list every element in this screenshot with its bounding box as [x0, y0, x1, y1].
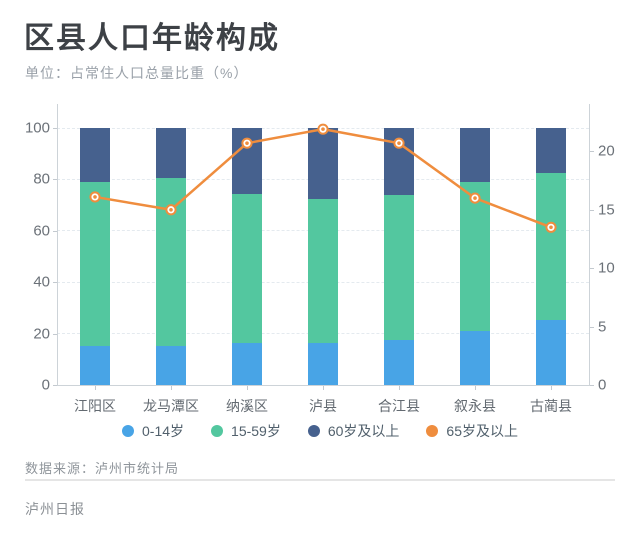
- legend-dot-icon: [426, 425, 439, 437]
- bar-segment-0-14岁: [156, 345, 186, 385]
- x-axis-tick-mark: [323, 386, 324, 390]
- y-axis-right-tick-label: 0: [598, 376, 607, 394]
- bar-segment-15-59岁: [536, 173, 566, 320]
- y-axis-right-tick-mark: [590, 268, 594, 270]
- chart-legend: 0-14岁 15-59岁 60岁及以上 65岁及以上: [0, 420, 640, 442]
- legend-label: 15-59岁: [231, 423, 281, 439]
- y-axis-left-tick-mark: [53, 179, 57, 181]
- bar-segment-60岁及以上: [156, 128, 186, 179]
- legend-label: 60岁及以上: [327, 423, 400, 439]
- bar-segment-0-14岁: [536, 319, 566, 385]
- x-axis-tick-mark: [95, 386, 96, 390]
- legend-item-60岁及以上[interactable]: 60岁及以上: [307, 421, 400, 441]
- y-axis-right-tick-label: 15: [598, 201, 615, 219]
- y-axis-right-tick-label: 5: [598, 318, 607, 336]
- legend-item-0-14岁[interactable]: 0-14岁: [122, 421, 184, 441]
- y-axis-left-tick-label: 60: [33, 222, 50, 240]
- legend-item-65岁及以上[interactable]: 65岁及以上: [426, 421, 518, 441]
- x-axis-category-label: 叙永县: [454, 398, 496, 414]
- bar-segment-15-59岁: [232, 194, 262, 343]
- bar-segment-60岁及以上: [232, 128, 262, 195]
- bar-segment-15-59岁: [308, 198, 338, 344]
- bar-segment-0-14岁: [460, 331, 490, 385]
- y-axis-left-tick-mark: [53, 128, 57, 129]
- x-axis-category-label: 江阳区: [74, 398, 116, 414]
- data-source-note: 数据来源：泸州市统计局: [25, 461, 180, 476]
- bar-segment-60岁及以上: [80, 128, 110, 182]
- bar-segment-60岁及以上: [308, 128, 338, 199]
- legend-dot-icon: [211, 425, 224, 437]
- y-axis-left-tick-label: 0: [41, 376, 50, 394]
- y-axis-left-tick-mark: [53, 333, 57, 335]
- x-axis-category-label: 纳溪区: [226, 398, 268, 414]
- y-axis-right-tick-mark: [590, 326, 594, 328]
- y-axis-right-tick-mark: [590, 209, 594, 211]
- x-axis-tick-mark: [475, 386, 476, 390]
- bar-segment-15-59岁: [156, 178, 186, 346]
- y-axis-right-tick-mark: [590, 385, 594, 386]
- bar-segment-0-14岁: [308, 343, 338, 385]
- bar-segment-15-59岁: [80, 181, 110, 347]
- y-axis-left-tick-label: 100: [24, 119, 50, 137]
- y-axis-right: [589, 104, 590, 385]
- bar-segment-0-14岁: [232, 342, 262, 385]
- x-axis-tick-mark: [551, 386, 552, 390]
- y-axis-left-tick-label: 80: [33, 170, 50, 188]
- chart-title: 区县人口年龄构成: [24, 22, 280, 55]
- y-axis-left-tick-mark: [53, 385, 57, 386]
- publisher-watermark: 泸州日报: [25, 501, 85, 517]
- bar-segment-15-59岁: [384, 195, 414, 340]
- y-axis-left-tick-mark: [53, 230, 57, 232]
- bar-segment-60岁及以上: [460, 128, 490, 182]
- legend-label: 65岁及以上: [446, 423, 518, 439]
- bar-segment-0-14岁: [80, 346, 110, 385]
- y-axis-left-tick-label: 20: [33, 325, 50, 343]
- y-axis-right-tick-label: 20: [598, 142, 615, 160]
- x-axis-category-label: 龙马潭区: [143, 398, 199, 414]
- y-axis-right-tick-label: 10: [598, 259, 615, 277]
- y-axis-left-tick-label: 40: [33, 273, 50, 291]
- bar-segment-0-14岁: [384, 339, 414, 385]
- y-axis-left-tick-mark: [53, 282, 57, 284]
- bar-segment-60岁及以上: [384, 128, 414, 196]
- x-axis-category-label: 泸县: [309, 398, 337, 414]
- legend-item-15-59岁[interactable]: 15-59岁: [211, 421, 281, 441]
- chart-subtitle: 单位：占常住人口总量比重（%）: [25, 65, 249, 81]
- legend-dot-icon: [307, 425, 320, 437]
- y-axis-left: [57, 104, 58, 385]
- x-axis-tick-mark: [399, 386, 400, 390]
- legend-dot-icon: [122, 425, 134, 437]
- x-axis-category-label: 合江县: [378, 398, 420, 414]
- x-axis: [57, 385, 590, 386]
- x-axis-tick-mark: [247, 386, 248, 390]
- bar-segment-15-59岁: [460, 181, 490, 332]
- legend-label: 0-14岁: [142, 423, 185, 439]
- divider-line: [25, 479, 615, 481]
- x-axis-category-label: 古蔺县: [530, 398, 572, 414]
- x-axis-tick-mark: [171, 386, 172, 390]
- y-axis-right-tick-mark: [590, 151, 594, 153]
- bar-segment-60岁及以上: [536, 128, 566, 174]
